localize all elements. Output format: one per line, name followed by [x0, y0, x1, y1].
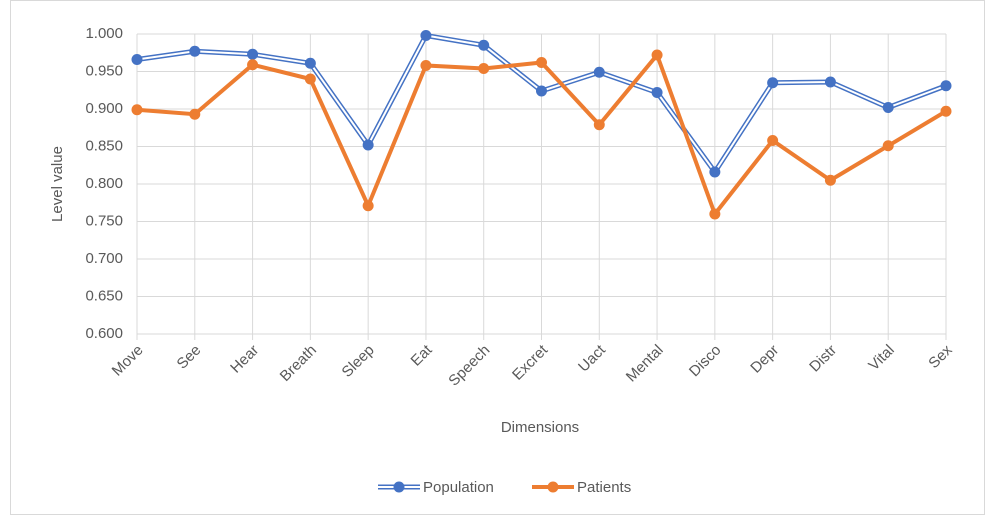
x-axis-title: Dimensions [501, 419, 579, 436]
marker [824, 174, 836, 186]
y-tick-label: 0.800 [85, 175, 123, 192]
marker [304, 73, 316, 85]
legend-marker [547, 481, 559, 493]
y-tick-label: 0.750 [85, 212, 123, 229]
marker [131, 104, 143, 116]
marker [593, 119, 605, 131]
marker [824, 76, 836, 88]
marker [940, 80, 952, 92]
marker [189, 108, 201, 120]
marker [767, 77, 779, 89]
legend-label: Population [423, 479, 494, 496]
marker [189, 45, 201, 57]
y-tick-label: 0.850 [85, 137, 123, 154]
marker [940, 105, 952, 117]
marker [767, 135, 779, 146]
chart-border [10, 0, 985, 515]
marker [536, 57, 547, 68]
marker [651, 87, 663, 98]
marker [247, 48, 259, 60]
marker [362, 139, 374, 151]
y-axis-title: Level value [49, 146, 66, 222]
marker [709, 208, 721, 220]
marker [536, 85, 547, 97]
y-tick-label: 0.900 [85, 100, 123, 117]
marker [131, 54, 143, 65]
marker [882, 102, 894, 113]
marker [420, 60, 432, 71]
y-tick-label: 0.950 [85, 62, 123, 79]
legend-marker [393, 481, 405, 493]
y-tick-label: 0.600 [85, 325, 123, 342]
legend-label: Patients [577, 479, 631, 496]
y-tick-label: 0.700 [85, 250, 123, 267]
marker [478, 63, 490, 74]
marker [882, 140, 894, 152]
y-tick-label: 0.650 [85, 287, 123, 304]
marker [304, 57, 316, 69]
marker [478, 39, 490, 51]
marker [420, 30, 432, 41]
marker [247, 59, 259, 71]
marker [651, 49, 663, 61]
y-tick-label: 1.000 [85, 25, 123, 42]
marker [362, 200, 374, 212]
marker [593, 66, 605, 78]
marker [709, 166, 721, 178]
